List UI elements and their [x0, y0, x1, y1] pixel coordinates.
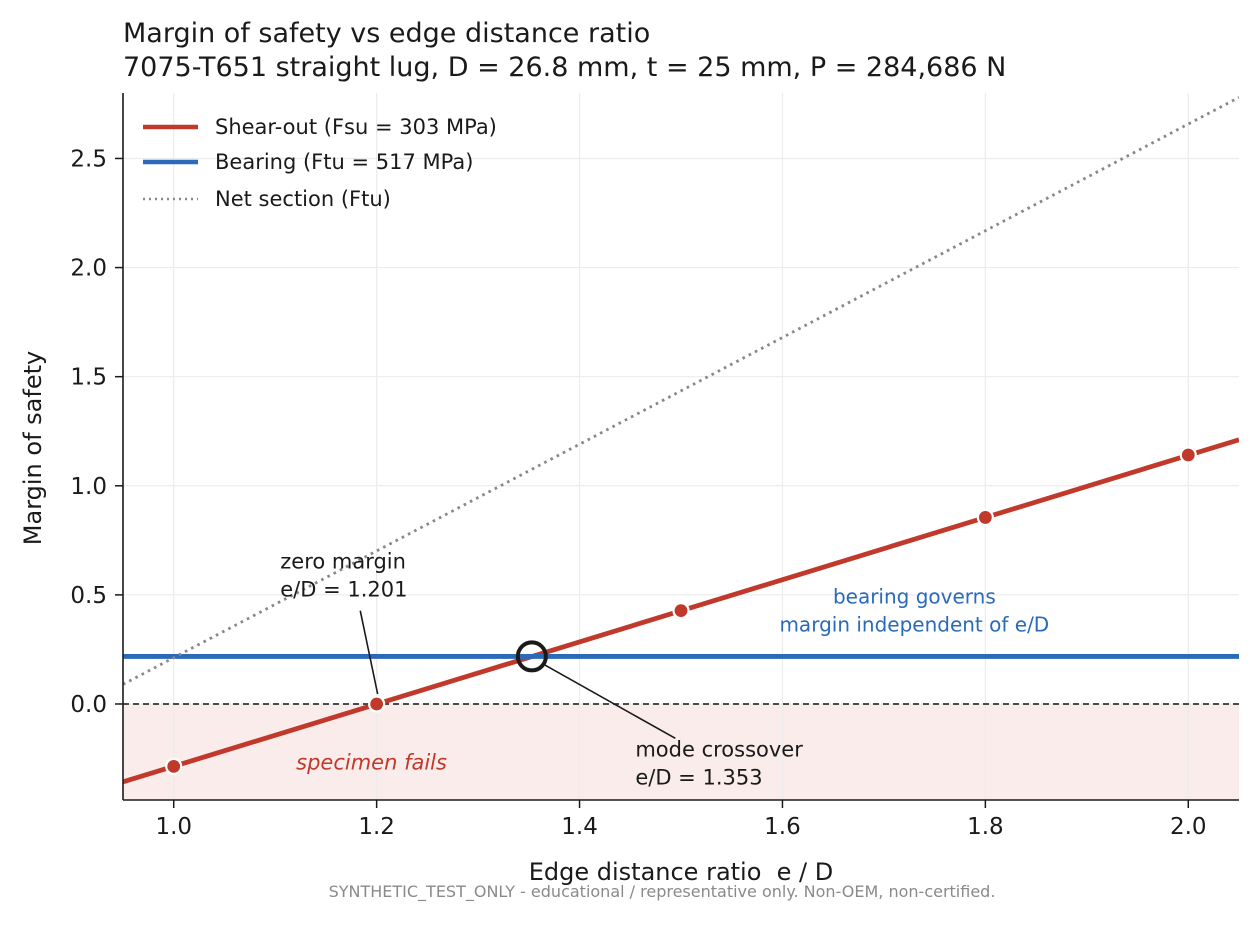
fail-region: [123, 703, 1239, 800]
y-axis-label: Margin of safety: [19, 351, 47, 545]
chart-title: Margin of safety vs edge distance ratio: [123, 18, 650, 49]
y-tick-label-1: 0.5: [70, 583, 107, 609]
crossover-marker: [515, 640, 548, 673]
zero-margin-annotation-line1: zero margin: [280, 550, 406, 574]
chart-subtitle: 7075-T651 straight lug, D = 26.8 mm, t =…: [123, 52, 1006, 83]
zero-margin-annotation-line2: e/D = 1.201: [280, 578, 407, 602]
marker-layer: [165, 446, 1197, 775]
specimen-fails-note: specimen fails: [296, 750, 447, 774]
shear-out-marker-4: [1179, 446, 1197, 464]
y-tick-label-4: 2.0: [70, 256, 107, 282]
fail-region-layer: [123, 703, 1239, 800]
bearing-note-line2: margin independent of e/D: [779, 613, 1049, 637]
annotation-layer: [359, 610, 676, 740]
legend: Shear-out (Fsu = 303 MPa) Bearing (Ftu =…: [143, 115, 497, 211]
x-tick-label-3: 1.6: [764, 814, 801, 840]
shear-out-marker-1: [368, 695, 386, 713]
x-tick-label-4: 1.8: [967, 814, 1004, 840]
bearing-note-line1: bearing governs: [833, 585, 996, 609]
zero-margin-arrow: [359, 610, 379, 695]
y-tick-label-0: 0.0: [70, 692, 107, 718]
grid-layer: [123, 93, 1239, 800]
crossover-annotation-line2: e/D = 1.353: [635, 765, 762, 789]
x-tick-label-5: 2.0: [1170, 814, 1207, 840]
x-tick-layer: 1.0 1.2 1.4 1.6 1.8 2.0: [155, 800, 1207, 840]
x-axis-label: Edge distance ratio e / D: [529, 858, 834, 886]
crossover-annotation-line1: mode crossover: [635, 737, 803, 761]
legend-label-bearing: Bearing (Ftu = 517 MPa): [215, 150, 473, 174]
x-tick-label-1: 1.2: [358, 814, 395, 840]
footer-disclaimer: SYNTHETIC_TEST_ONLY - educational / repr…: [329, 882, 996, 902]
crossover-arrow: [543, 663, 676, 740]
shear-out-marker-2: [672, 601, 690, 620]
y-tick-layer: 0.0 0.5 1.0 1.5 2.0 2.5: [70, 146, 123, 718]
x-tick-label-2: 1.4: [561, 814, 598, 840]
shear-out-marker-0: [165, 757, 183, 775]
net-section-line: [123, 96, 1239, 686]
legend-label-net-section: Net section (Ftu): [215, 187, 391, 211]
y-tick-label-2: 1.0: [70, 474, 107, 500]
x-tick-label-0: 1.0: [155, 814, 192, 840]
y-tick-label-5: 2.5: [70, 146, 107, 172]
shear-out-marker-3: [976, 508, 994, 527]
legend-label-shear-out: Shear-out (Fsu = 303 MPa): [215, 115, 497, 139]
y-tick-label-3: 1.5: [70, 365, 107, 391]
